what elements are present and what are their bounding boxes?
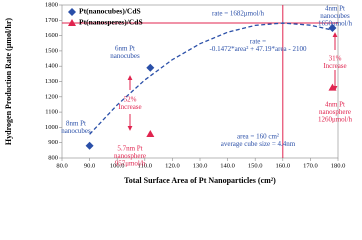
legend-marker [68,19,76,26]
annotation: rate = [250,38,266,46]
x-axis-title: Total Surface Area of Pt Nanoparticles (… [124,176,276,185]
x-tick-label: 100.0 [110,162,125,169]
annotation: nanocubes [320,12,350,20]
annotation: nanocubes [61,127,91,135]
annotation: rate = 1682μmol/h [212,10,265,18]
point [146,63,155,72]
annotation: Increase [323,62,346,70]
annotation: nanosphere [319,108,351,116]
y-tick-label: 1200 [45,93,58,100]
annotation: -0.1472*area² + 47.19*area - 2100 [209,45,307,53]
x-tick-label: 160.0 [275,162,290,169]
x-tick-label: 110.0 [138,162,152,169]
y-tick-label: 1700 [45,17,58,24]
annotation: 957μmol/h [115,160,146,168]
x-tick-label: 90.0 [84,162,95,169]
annotation: nanosphere [114,152,146,160]
y-tick-label: 1400 [45,63,58,70]
fit-curve [89,22,333,135]
legend-marker [68,8,76,16]
y-tick-label: 1600 [45,32,58,39]
y-axis-title: Hydrogen Production Rate (μmol/hr) [4,18,13,145]
legend-label: Pt(nanosperes)/CdS [79,18,143,27]
y-tick-label: 900 [48,139,58,146]
y-tick-label: 1300 [45,78,58,85]
annotation: 1650μmol/h [318,20,353,28]
y-tick-label: 1500 [45,47,58,54]
x-tick-label: 180.0 [331,162,346,169]
plot-area [61,4,339,159]
annotation: average cube size = 4.4nm [221,140,296,148]
y-tick-label: 1100 [45,109,58,116]
annotation: nanocubes [110,52,140,60]
x-tick-label: 130.0 [193,162,208,169]
point [85,141,94,150]
point [146,129,155,137]
annotation: Increase [118,103,141,111]
annotation: 8nm Pt [66,120,86,128]
annotation: 52% [124,96,137,104]
chart: 800 900 1000 1100 1200 1300 1400 1500 1600 1700 18… [4,1,353,185]
x-tick-label: 170.0 [303,162,318,169]
legend-label: Pt(nanocubes)/CdS [79,7,141,16]
annotation: 1260μmol/h [318,116,353,124]
annotation: 4nm Pt [325,101,345,109]
x-tick-label: 150.0 [248,162,263,169]
point [328,23,337,32]
x-tick-label: 140.0 [220,162,235,169]
annotation: 31% [329,55,342,63]
y-tick-label: 1800 [45,1,58,8]
annotation: 6nm Pt [115,45,135,53]
x-tick-label: 120.0 [165,162,180,169]
annotation: 4nm Pt [325,5,345,13]
x-tick-label: 80.0 [56,162,67,169]
annotation: 5.7nm Pt [117,145,142,153]
y-tick-label: 800 [48,154,58,161]
y-tick-label: 1000 [45,124,58,131]
annotation: area = 160 cm² [237,133,279,141]
